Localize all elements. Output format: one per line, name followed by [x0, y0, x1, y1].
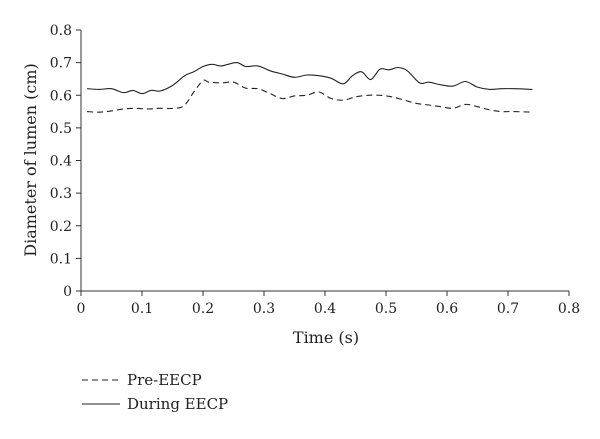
- x-axis-title: Time (s): [293, 328, 359, 347]
- y-tick-label: 0.2: [50, 219, 72, 235]
- y-tick-label: 0: [63, 284, 72, 300]
- y-tick-label: 0.4: [50, 154, 72, 170]
- x-tick-label: 0.4: [314, 301, 336, 317]
- x-tick-label: 0.8: [558, 301, 580, 317]
- y-axis-title: Diameter of lumen (cm): [21, 63, 40, 256]
- x-tick-label: 0.6: [436, 301, 458, 317]
- x-tick-label: 0: [77, 301, 86, 317]
- x-tick-label: 0.3: [253, 301, 275, 317]
- x-tick-label: 0.1: [131, 301, 153, 317]
- y-tick-label: 0.7: [50, 56, 72, 72]
- series-line-during-eecp: [87, 62, 533, 95]
- legend: Pre-EECP During EECP: [82, 371, 228, 413]
- legend-label-during-eecp: During EECP: [127, 395, 228, 413]
- y-tick-label: 0.3: [50, 186, 72, 202]
- y-tick-label: 0.5: [50, 121, 72, 137]
- plot-series: [87, 62, 533, 113]
- y-tick-label: 0.1: [50, 251, 72, 267]
- y-tick-label: 0.6: [50, 88, 72, 104]
- y-tick-label: 0.8: [50, 23, 72, 39]
- series-line-pre-eecp: [87, 79, 533, 113]
- x-tick-label: 0.5: [375, 301, 397, 317]
- x-tick-label: 0.7: [497, 301, 519, 317]
- axes: 0 0.1 0.2 0.3 0.4 0.5 0.6 0.7 0.8 0 0.1 0.2 0.3 0.4 0.…: [50, 23, 580, 317]
- x-tick-label: 0.2: [192, 301, 214, 317]
- legend-label-pre-eecp: Pre-EECP: [127, 371, 202, 389]
